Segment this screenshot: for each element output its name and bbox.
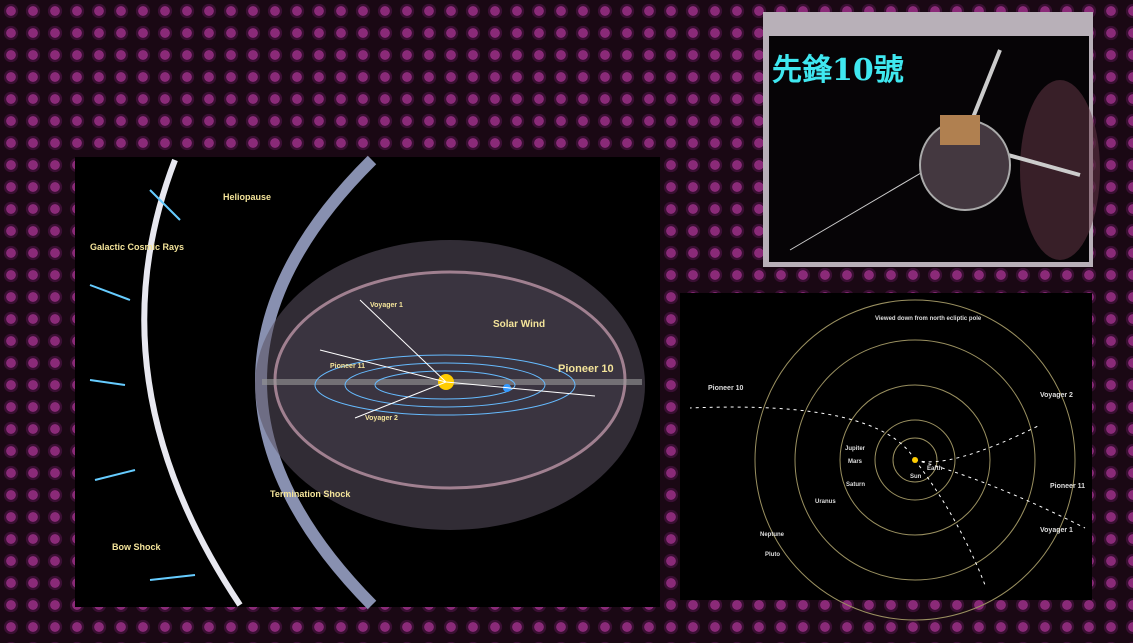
label: Pioneer 11: [330, 363, 365, 370]
label: Uranus: [815, 499, 836, 505]
label: Pioneer 10: [708, 385, 744, 392]
pioneer-photo: 先鋒10號: [763, 12, 1100, 267]
label: Solar Wind: [493, 319, 545, 330]
label: Jupiter: [845, 446, 866, 452]
label: Pioneer 11: [1050, 483, 1085, 490]
label: Pluto: [765, 552, 780, 558]
label: Heliopause: [223, 192, 271, 202]
label: Voyager 1: [370, 302, 403, 309]
label: Pioneer 10: [558, 363, 614, 375]
trajectory-diagram: Viewed down from north ecliptic pole Pio…: [680, 293, 1092, 621]
label: Voyager 2: [365, 415, 398, 422]
heliosphere-diagram: Heliopause Galactic Cosmic Rays Solar Wi…: [75, 155, 660, 610]
caption: Viewed down from north ecliptic pole: [875, 316, 982, 322]
label: Earth: [927, 466, 943, 472]
label: Galactic Cosmic Rays: [90, 242, 184, 252]
label: Mars: [848, 459, 863, 465]
label: Saturn: [846, 482, 865, 488]
label: Voyager 2: [1040, 392, 1073, 399]
label: Voyager 1: [1040, 527, 1073, 534]
label: Sun: [910, 474, 922, 480]
label: Bow Shock: [112, 542, 162, 552]
photo-title: 先鋒10號: [772, 53, 904, 88]
label: Neptune: [760, 532, 785, 538]
label: Termination Shock: [270, 489, 351, 499]
